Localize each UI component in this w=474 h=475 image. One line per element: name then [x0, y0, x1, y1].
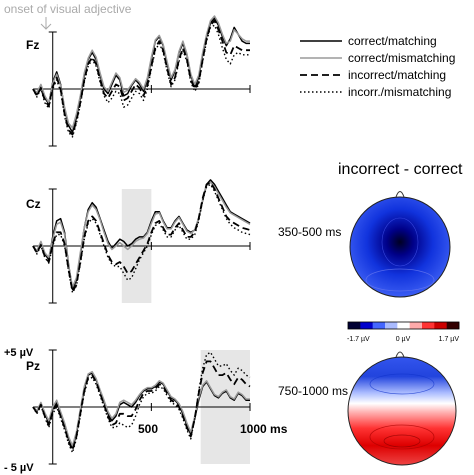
series-layer-fz	[32, 15, 250, 138]
legend-item-incorr-mismatching: incorr./mismatching	[300, 85, 451, 99]
onset-arrow-icon	[40, 17, 52, 30]
colorbar-cell	[348, 322, 361, 329]
topo-map-late	[347, 351, 457, 466]
colorbar-cell	[409, 322, 423, 329]
colorbar-cell	[372, 322, 386, 329]
scalp-head	[349, 196, 451, 298]
legend-label: correct/mismatching	[348, 51, 455, 65]
series-line-incorr-mismatching	[32, 183, 251, 294]
x-tick-label-500: 500	[138, 422, 158, 436]
colorbar-label-min: -1.7 µV	[347, 336, 370, 343]
legend-item-incorrect-matching: incorrect/matching	[300, 68, 446, 82]
nose-icon	[395, 191, 405, 198]
topo-heading: incorrect - correct	[338, 161, 463, 178]
series-layer-cz	[32, 179, 251, 294]
colorbar-cell	[446, 322, 460, 329]
x-tick-label-1000: 1000 ms	[240, 422, 288, 436]
series-layer-pz	[32, 351, 251, 454]
colorbar-label-max: 1.7 µV	[439, 336, 460, 343]
colorbar-cell	[360, 322, 373, 329]
series-line-correct-mismatching	[32, 15, 250, 129]
colorbar: -1.7 µV 0 µV 1.7 µV	[347, 321, 460, 343]
nose-icon	[395, 351, 405, 358]
erp-panel-fz: Fz	[26, 15, 251, 147]
axes-cz	[33, 188, 251, 304]
erp-panel-cz: Cz	[26, 179, 251, 304]
series-line-incorrect-matching	[32, 360, 251, 452]
colorbar-label-zero: 0 µV	[396, 336, 411, 343]
erp-panel-pz: Pz	[26, 349, 251, 465]
legend-label: incorrect/matching	[348, 68, 446, 82]
colorbar-cell	[434, 322, 447, 329]
scalp-head	[347, 356, 457, 466]
topo-map-label-early: 350-500 ms	[278, 225, 341, 239]
colorbar-cell	[422, 322, 435, 329]
series-line-correct-matching	[32, 17, 250, 134]
legend-label: correct/matching	[348, 34, 437, 48]
series-line-correct-mismatching	[32, 370, 250, 447]
legend: correct/matching correct/mismatching inc…	[300, 34, 455, 99]
electrode-label-pz: Pz	[26, 359, 40, 373]
colorbar-cell	[385, 322, 398, 329]
electrode-label-cz: Cz	[26, 197, 41, 211]
series-line-correct-mismatching	[32, 181, 251, 288]
y-tick-label-bottom: - 5 µV	[4, 462, 34, 474]
colorbar-cell	[397, 322, 410, 329]
series-line-incorr-mismatching	[32, 24, 250, 138]
electrode-label-fz: Fz	[26, 38, 39, 52]
series-line-incorr-mismatching	[32, 351, 251, 454]
y-tick-label-top: +5 µV	[4, 347, 34, 359]
topo-map-early	[349, 191, 451, 298]
colorbar-cells	[348, 322, 460, 329]
topo-map-label-late: 750-1000 ms	[278, 384, 348, 398]
legend-label: incorr./mismatching	[348, 85, 451, 99]
onset-label: onset of visual adjective	[4, 2, 132, 16]
series-line-incorrect-matching	[32, 19, 250, 136]
legend-item-correct-matching: correct/matching	[300, 34, 437, 48]
legend-item-correct-mismatching: correct/mismatching	[300, 51, 455, 65]
